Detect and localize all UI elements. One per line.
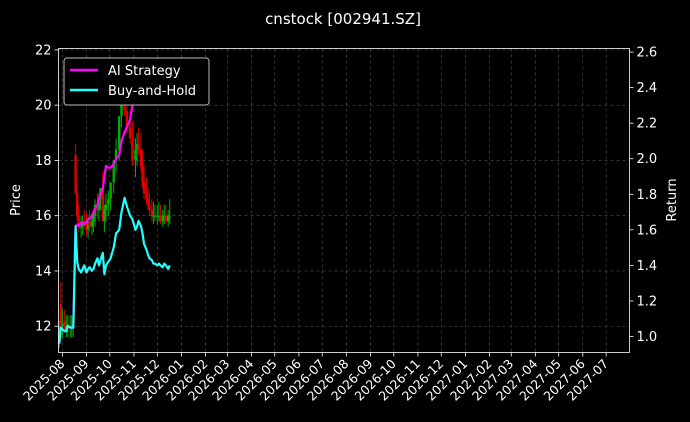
candle-body	[59, 304, 63, 324]
candle-body	[92, 215, 95, 222]
right-tick-label: 2.0	[637, 152, 658, 167]
y-axis-label-right: Return	[665, 178, 680, 221]
right-tick-label: 1.2	[637, 294, 658, 309]
candle-body	[96, 204, 99, 211]
right-axis: 1.0 1.2 1.4 1.6 1.8 2.0 2.2 2.4 2.6	[629, 46, 658, 345]
candle-body	[131, 138, 134, 161]
candle-body	[157, 215, 161, 217]
candle-body	[63, 320, 66, 330]
left-tick-label: 20	[35, 99, 52, 114]
candle-body	[150, 210, 154, 216]
candle-body	[156, 215, 159, 217]
left-tick-label: 22	[35, 43, 52, 58]
right-tick-label: 1.6	[637, 223, 658, 238]
right-tick-label: 1.4	[637, 259, 658, 274]
candle-body	[159, 215, 162, 222]
candle-body	[103, 210, 106, 222]
candle-body	[85, 223, 88, 230]
candle-body	[86, 221, 90, 230]
candle-body	[114, 149, 118, 161]
candle-body	[135, 143, 139, 150]
candle-body	[161, 215, 164, 222]
candle-body	[77, 215, 80, 227]
candle-body	[101, 188, 105, 222]
candle-body	[164, 215, 168, 222]
candle-body	[152, 215, 155, 217]
candle-body	[145, 193, 148, 200]
x-axis: 2025-082025-092025-102025-112025-122026-…	[20, 352, 611, 404]
candle-body	[61, 323, 64, 327]
candle-body	[146, 199, 150, 205]
legend-label-ai-strategy: AI Strategy	[108, 64, 181, 79]
candle-body	[97, 199, 101, 211]
candle-body	[134, 149, 137, 161]
right-tick-label: 1.8	[637, 188, 658, 203]
candle-body	[142, 182, 146, 194]
candlesticks	[58, 71, 171, 349]
plot-frame	[58, 48, 630, 353]
right-tick-label: 2.4	[637, 81, 658, 96]
candle-body	[104, 204, 108, 211]
candle-body	[109, 182, 112, 200]
left-tick-label: 12	[35, 320, 52, 335]
candle-body	[163, 215, 166, 217]
candle-body	[75, 193, 79, 216]
legend-box	[63, 57, 210, 106]
chart-title: cnstock [002941.SZ]	[265, 10, 421, 28]
candle-body	[153, 215, 157, 217]
right-tick-label: 2.6	[637, 46, 658, 61]
candle-body	[139, 149, 143, 166]
candle-body	[117, 116, 121, 150]
legend: AI Strategy Buy-and-Hold	[63, 57, 210, 106]
series-line-buy-and-hold	[58, 196, 171, 344]
right-tick-label: 1.0	[637, 330, 658, 345]
candle-body	[90, 221, 94, 227]
candle-body	[79, 226, 83, 228]
candle-body	[141, 165, 144, 183]
candle-body	[74, 154, 77, 194]
candle-body	[128, 127, 132, 139]
left-axis: 12 14 16 18 20 22	[35, 43, 59, 335]
right-tick-label: 2.2	[637, 117, 658, 132]
candle-body	[107, 199, 110, 205]
candle-body	[137, 143, 140, 150]
candle-body	[166, 215, 170, 222]
candle-body	[125, 110, 129, 128]
y-axis-label-left: Price	[9, 184, 24, 216]
legend-label-buy-and-hold: Buy-and-Hold	[108, 84, 196, 99]
left-tick-label: 14	[35, 264, 52, 279]
left-tick-label: 16	[35, 209, 52, 224]
candle-body	[148, 204, 151, 211]
candle-body	[88, 221, 91, 227]
left-tick-label: 18	[35, 154, 52, 169]
candle-body	[168, 215, 171, 217]
candle-body	[112, 160, 115, 183]
